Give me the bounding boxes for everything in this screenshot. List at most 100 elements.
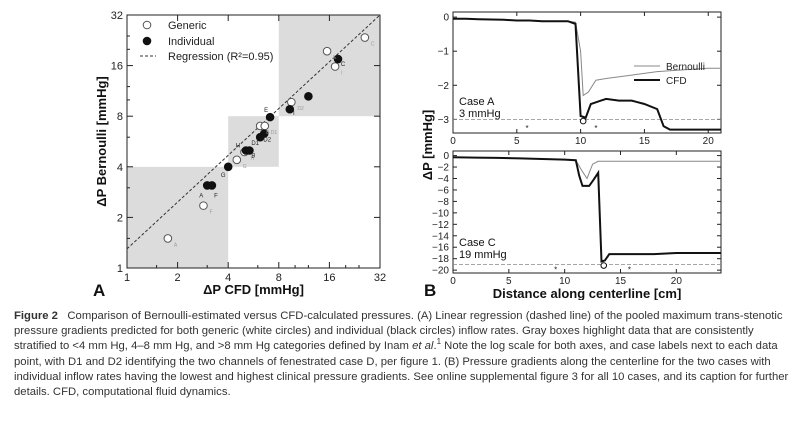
b-x-axis-label: Distance along centerline [cm] [493,286,682,300]
point-label-4: B [251,154,255,160]
case-a-y-tick-label-1: −1 [438,47,450,58]
case-c-x-tick-label-4: 20 [671,276,683,287]
generic-point-1 [199,201,208,210]
case-c-x-tick-label-3: 15 [615,276,627,287]
generic-point-label-7: E [333,55,337,61]
case-c-y-tick-label-4: −8 [438,197,450,208]
case-c-x-tick-label-1: 5 [506,276,512,287]
case-c-y-tick-label-2: −4 [438,174,450,185]
plot-a-frame [126,14,381,269]
generic-point-6 [287,97,296,107]
legend-regression-label: Regression (R²=0.95) [168,51,273,63]
individual-point-6 [259,129,269,138]
caption-text-3: Note the log scale for both axes, and ca… [14,340,789,399]
case-c-y-tick-label-5: −10 [432,208,449,219]
b-y-axis-label: ΔP [mmHg] [420,110,435,181]
y-tick-label-0: 1 [117,263,123,275]
case-a-x-tick-label-2: 10 [575,136,587,147]
case-c-x-tick-label-2: 10 [559,276,571,287]
generic-point-label-2: G [243,164,247,170]
individual-point-9 [304,92,313,101]
panel-b-case-a-plot: 0 5 10 15 20 0 −1 −2 −3 * * Case A3 mmHg Bernoulli CF… [438,11,722,147]
case-c-marker-star-1: * [554,266,557,275]
point-label-3: H [236,144,240,150]
point-label-5: D1 [251,141,259,147]
x-tick-label-5: 32 [374,272,386,284]
legend-individual-marker [142,36,152,46]
individual-point-1 [207,181,217,190]
generic-point-label-6: D2 [297,106,304,112]
case-c-x-tick-label-0: 0 [450,276,456,287]
y-tick-label-4: 16 [111,61,123,73]
case-a-x-tick-label-4: 20 [703,136,715,147]
generic-point-label-5: D1 [271,130,278,136]
y-tick-label-1: 2 [117,212,123,224]
generic-point-label-0: A [174,242,178,248]
point-label-0: A [199,193,203,199]
individual-point-2 [223,162,233,172]
legend-individual-label: Individual [168,36,214,48]
point-label-9: C [341,62,346,68]
case-c-case-label: Case C [459,237,496,249]
caption-et-al: et al [412,340,434,353]
y-axis-label: ΔP Bernoulli [mmHg] [94,76,109,206]
y-tick-label-5: 32 [111,10,123,22]
case-c-y-tick-label-7: −14 [432,231,449,242]
legend-generic-label: Generic [168,20,207,32]
gray-box-2 [278,15,380,117]
individual-point-4 [245,146,254,155]
point-label-7: E [264,108,268,114]
y-tick-label-2: 4 [117,162,123,174]
panel-b-case-c-plot: 0 5 10 15 200−2−4−6−8−10−12−14−16−18−20 * *Cas… [420,110,722,300]
point-label-6: D2 [263,138,271,144]
caption-text-2: . [433,340,437,353]
legend-cfd-label: CFD [666,76,687,87]
generic-point-label-3: H [250,156,254,162]
case-a-x-tick-label-0: 0 [450,136,456,147]
x-tick-label-0: 1 [124,272,130,284]
x-axis-label: ΔP CFD [mmHg] [203,282,304,297]
case-c-series-cfd [452,156,721,263]
individual-point-10 [333,54,343,64]
case-a-marker-star-2: * [594,124,597,133]
case-a-x-tick-label-3: 15 [639,136,651,147]
case-c-y-tick-label-3: −6 [438,185,450,196]
case-c-y-tick-label-1: −2 [438,163,450,174]
case-a-case-label: Case A [459,96,495,108]
case-a-y-tick-label-3: −3 [438,115,450,126]
generic-point-0 [163,234,173,243]
legend-generic-marker [142,20,152,30]
caption-reference: 1 [436,337,442,347]
case-c-y-tick-label-8: −16 [432,243,449,254]
regression-line [126,14,381,250]
x-tick-label-3: 8 [276,272,282,284]
case-c-marker-circle-0 [600,262,608,269]
caption-figure-label: Figure 2 [14,310,58,322]
case-a-x-tick-label-1: 5 [514,136,520,147]
legend-bernoulli-label: Bernoulli [666,62,705,73]
generic-point-label-9: C [371,42,375,48]
case-a-marker-circle-0 [579,117,587,125]
point-label-1: F [214,193,218,199]
generic-point-2 [232,155,242,165]
caption-text-1: Comparison of Bernoulli-estimated versus… [14,310,783,353]
x-tick-label-2: 4 [225,272,231,284]
case-c-y-tick-label-10: −20 [432,266,449,277]
x-tick-label-4: 16 [323,272,335,284]
point-label-2: G [221,173,226,179]
generic-point-7 [322,46,332,56]
case-c-y-tick-label-6: −12 [432,220,449,231]
generic-point-5 [260,121,270,131]
figure-caption: Figure 2 Comparison of Bernoulli-estimat… [14,309,792,400]
case-a-y-tick-label-2: −2 [438,81,450,92]
individual-point-8 [285,104,295,114]
y-tick-label-3: 8 [117,111,123,123]
individual-point-7 [265,112,275,122]
case-a-marker-star-1: * [525,124,528,133]
case-a-y-tick-label-0: 0 [443,13,449,24]
case-c-marker-star-2: * [628,266,631,275]
generic-point-8 [330,62,340,71]
panel-label-b: B [424,281,436,300]
